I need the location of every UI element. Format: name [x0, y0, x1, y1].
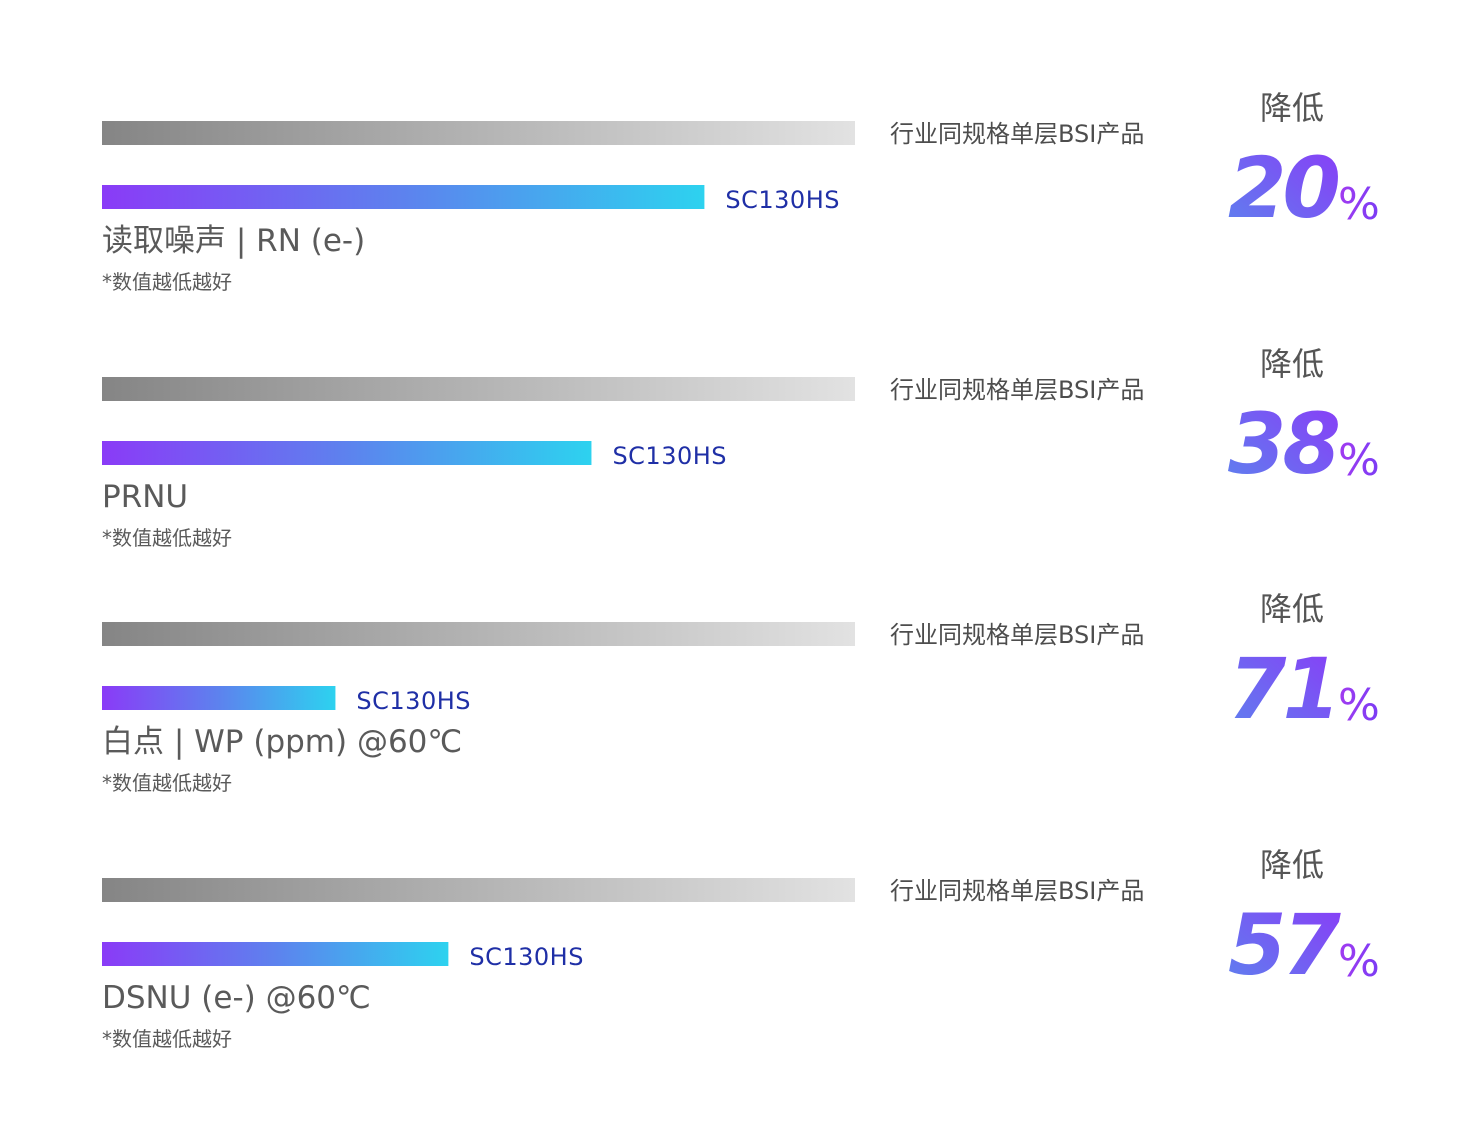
reference-label: 行业同规格单层BSI产品 [890, 376, 1144, 404]
metric-group: 行业同规格单层BSI产品 SC130HS PRNU *数值越低越好 降低 38% [102, 345, 1380, 550]
percent-sign: % [1338, 435, 1380, 486]
product-bar [102, 185, 705, 209]
product-bar [102, 441, 592, 465]
product-label: SC130HS [356, 687, 471, 715]
metric-note: *数值越低越好 [102, 270, 232, 294]
reference-bar [102, 622, 855, 646]
metric-name: 读取噪声 | RN (e-) [102, 223, 365, 259]
reference-bar [102, 377, 855, 401]
metric-note: *数值越低越好 [102, 771, 232, 795]
metric-name: PRNU [102, 479, 188, 515]
reference-bar [102, 121, 855, 145]
reduction-value: 71 [1228, 640, 1337, 738]
reduction-value: 57 [1228, 896, 1341, 994]
reduction-value: 20 [1228, 139, 1338, 237]
product-bar [102, 942, 449, 966]
reference-label: 行业同规格单层BSI产品 [890, 877, 1144, 905]
metric-group: 行业同规格单层BSI产品 SC130HS 白点 | WP (ppm) @60℃ *数值… [102, 590, 1380, 795]
reduction-label: 降低 [1260, 590, 1324, 628]
metric-note: *数值越低越好 [102, 526, 232, 550]
reduction-value: 38 [1228, 395, 1338, 493]
reduction-label: 降低 [1260, 89, 1324, 127]
metric-group: 行业同规格单层BSI产品 SC130HS DSNU (e-) @60℃ *数值越低越好… [102, 846, 1380, 1051]
reduction-label: 降低 [1260, 846, 1324, 884]
product-label: SC130HS [725, 186, 840, 214]
reference-bar [102, 878, 855, 902]
reference-label: 行业同规格单层BSI产品 [890, 120, 1144, 148]
metric-note: *数值越低越好 [102, 1027, 232, 1051]
metric-name: DSNU (e-) @60℃ [102, 980, 371, 1016]
metric-group: 行业同规格单层BSI产品 SC130HS 读取噪声 | RN (e-) *数值越低越好… [102, 89, 1380, 294]
percent-sign: % [1338, 680, 1380, 731]
reduction-label: 降低 [1260, 345, 1324, 383]
product-label: SC130HS [469, 943, 584, 971]
metric-name: 白点 | WP (ppm) @60℃ [102, 724, 462, 760]
reference-label: 行业同规格单层BSI产品 [890, 621, 1144, 649]
percent-sign: % [1338, 179, 1380, 230]
percent-sign: % [1338, 936, 1380, 987]
product-bar [102, 686, 336, 710]
product-label: SC130HS [612, 442, 727, 470]
